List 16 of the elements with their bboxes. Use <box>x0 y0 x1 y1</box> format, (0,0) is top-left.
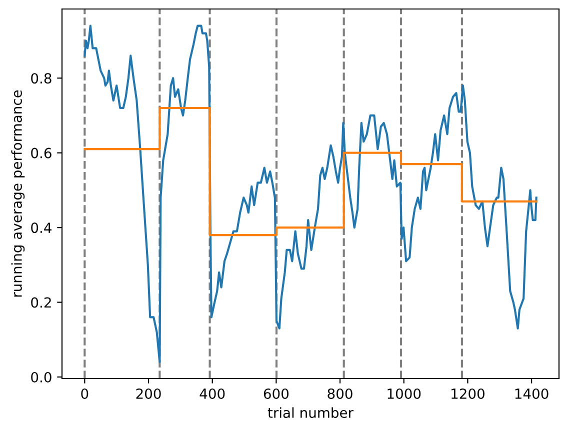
y-tick-label: 0.6 <box>31 148 52 158</box>
x-tick-label: 200 <box>136 388 161 399</box>
x-axis-title: trial number <box>268 407 354 418</box>
x-tick-label: 1200 <box>452 388 484 399</box>
x-tick-label: 800 <box>328 388 352 399</box>
y-tick-label: 0.8 <box>31 73 52 84</box>
y-axis-title: running average performance <box>11 90 25 297</box>
x-tick-label: 1000 <box>388 388 421 399</box>
x-tick-label: 0 <box>81 388 88 399</box>
y-tick-label: 0.4 <box>31 222 52 234</box>
x-tick-label: 600 <box>264 388 289 399</box>
line-series <box>84 24 538 364</box>
y-tick-label: 0.2 <box>31 297 51 308</box>
x-tick-label: 1400 <box>515 388 548 399</box>
x-tick-label: 400 <box>200 388 225 399</box>
y-tick-label: 0.0 <box>31 372 52 382</box>
